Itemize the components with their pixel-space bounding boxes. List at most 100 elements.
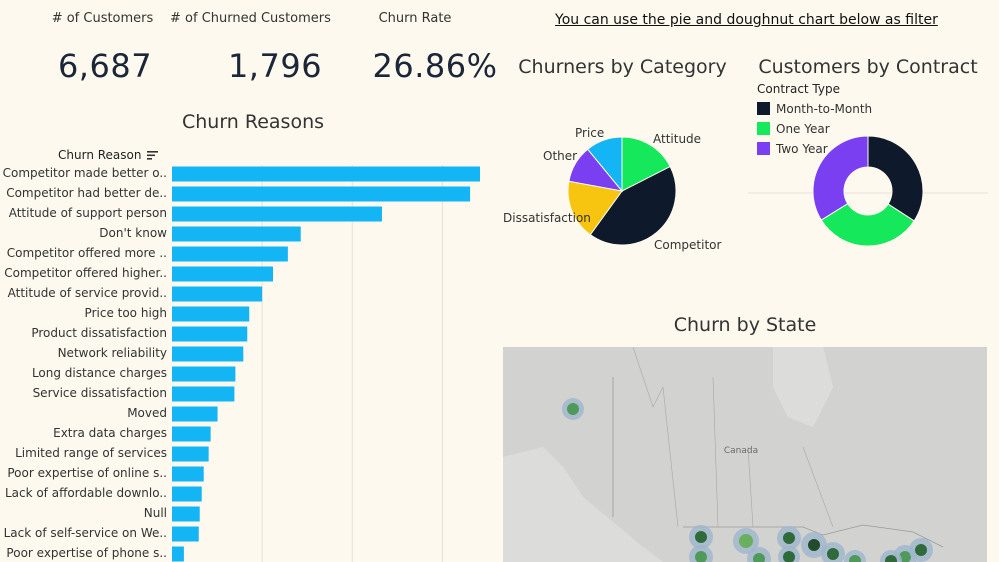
churn-reasons-bar-chart xyxy=(172,165,480,562)
legend-swatch xyxy=(757,102,770,115)
churn-reason-label[interactable]: Competitor made better o.. xyxy=(2,166,167,180)
churn-reason-label[interactable]: Don't know xyxy=(99,226,167,240)
churn-reason-bar[interactable] xyxy=(172,246,288,262)
map-markers xyxy=(562,398,933,562)
state-marker[interactable] xyxy=(733,528,759,554)
state-marker[interactable] xyxy=(747,547,771,562)
churn-reason-label[interactable]: Attitude of support person xyxy=(8,206,167,220)
churn-reason-label[interactable]: Poor expertise of phone s.. xyxy=(6,546,167,560)
churn-reason-bar[interactable] xyxy=(172,286,263,302)
contract-legend-title: Contract Type xyxy=(757,82,840,96)
state-marker[interactable] xyxy=(777,526,801,550)
churn-reason-bar[interactable] xyxy=(172,266,274,282)
churn-reason-bar[interactable] xyxy=(172,446,209,462)
kpi-customers-label: # of Customers xyxy=(51,11,154,26)
map-province-borders xyxy=(632,347,834,528)
category-pie-slice[interactable] xyxy=(589,165,677,246)
churn-reason-bar[interactable] xyxy=(172,306,250,322)
filter-instruction-link[interactable]: You can use the pie and doughnut chart b… xyxy=(555,12,938,28)
kpi-customers-value: 6,687 xyxy=(57,47,153,85)
state-marker[interactable] xyxy=(801,532,827,558)
contract-legend-item[interactable]: Two Year xyxy=(757,139,872,159)
contract-doughnut-slice[interactable] xyxy=(820,202,915,247)
state-marker[interactable] xyxy=(562,398,584,420)
state-marker[interactable] xyxy=(689,545,713,562)
churn-reason-label[interactable]: Long distance charges xyxy=(31,366,167,380)
churn-reasons-title: Churn Reasons xyxy=(181,111,325,133)
churn-reason-bar[interactable] xyxy=(172,486,202,502)
map-land xyxy=(503,347,987,562)
legend-label: Two Year xyxy=(776,142,828,156)
contract-doughnut-slice[interactable] xyxy=(867,135,924,222)
kpi-churn-rate-label: Churn Rate xyxy=(378,11,452,26)
churn-reason-bar[interactable] xyxy=(172,326,248,342)
state-marker[interactable] xyxy=(844,550,866,562)
contract-legend: Contract Type Month-to-Month One Year Two … xyxy=(757,79,872,159)
churn-reason-bar[interactable] xyxy=(172,426,211,442)
churn-reason-label[interactable]: Network reliability xyxy=(57,346,167,360)
churn-reason-bar[interactable] xyxy=(172,206,382,222)
category-pie-label: Other xyxy=(543,149,577,163)
churn-reason-label[interactable]: Extra data charges xyxy=(53,426,167,440)
churners-by-category-pie[interactable]: Competitor Dissatisfaction Other Price Attit… xyxy=(495,115,735,265)
churn-reason-bar[interactable] xyxy=(172,526,199,542)
churn-reason-bar[interactable] xyxy=(172,406,218,422)
category-pie-label: Dissatisfaction xyxy=(503,211,591,225)
map-hudson-bay xyxy=(773,347,833,427)
category-pie-slice[interactable] xyxy=(567,180,623,236)
churners-by-category-title: Churners by Category xyxy=(518,56,727,78)
churn-reason-label[interactable]: Null xyxy=(143,506,167,520)
kpi-churn-rate-value: 26.86% xyxy=(372,47,498,85)
kpi-churned-label: # of Churned Customers xyxy=(170,11,331,26)
churn-reason-bar[interactable] xyxy=(172,166,480,182)
kpi-churned-value: 1,796 xyxy=(227,47,323,85)
state-marker[interactable] xyxy=(821,542,845,562)
churn-by-state-title: Churn by State xyxy=(673,314,817,336)
churn-reason-bar[interactable] xyxy=(172,506,200,522)
churn-reason-header-label: Churn Reason xyxy=(58,148,142,162)
churn-reason-bar[interactable] xyxy=(172,226,301,242)
map-ocean-pacific xyxy=(503,447,663,562)
churn-reason-label[interactable]: Poor expertise of online s.. xyxy=(7,466,167,480)
churn-reason-bar[interactable] xyxy=(172,186,471,202)
churn-reason-bar[interactable] xyxy=(172,466,204,482)
contract-legend-item[interactable]: Month-to-Month xyxy=(757,99,872,119)
churn-reason-label[interactable]: Lack of affordable downlo.. xyxy=(4,486,167,500)
churn-reason-bar[interactable] xyxy=(172,546,184,562)
churn-reason-label[interactable]: Competitor had better de.. xyxy=(6,186,167,200)
churn-reason-label[interactable]: Attitude of service provid.. xyxy=(7,286,167,300)
map-canada-label: Canada xyxy=(724,446,758,456)
state-marker[interactable] xyxy=(880,550,902,562)
churn-reason-label[interactable]: Price too high xyxy=(84,306,167,320)
category-pie-label: Competitor xyxy=(654,238,721,252)
churn-reason-label[interactable]: Product dissatisfaction xyxy=(31,326,167,340)
legend-label: Month-to-Month xyxy=(776,102,873,116)
state-marker[interactable] xyxy=(778,546,800,562)
churn-reason-bar[interactable] xyxy=(172,366,236,382)
churn-reason-label[interactable]: Moved xyxy=(127,406,167,420)
category-pie-slice[interactable] xyxy=(587,136,623,193)
churn-reason-label[interactable]: Service dissatisfaction xyxy=(32,386,167,400)
category-pie-slice[interactable] xyxy=(621,136,671,192)
state-marker[interactable] xyxy=(689,525,713,549)
category-pie-label: Price xyxy=(575,126,604,140)
legend-swatch xyxy=(757,122,770,135)
churn-by-state-map[interactable]: Canada xyxy=(503,347,987,562)
churn-reason-label[interactable]: Competitor offered more .. xyxy=(6,246,167,260)
state-marker[interactable] xyxy=(909,538,933,562)
sort-icon[interactable] xyxy=(147,150,159,160)
churn-reason-bar[interactable] xyxy=(172,346,244,362)
legend-label: One Year xyxy=(776,122,830,136)
legend-swatch xyxy=(757,142,770,155)
contract-legend-item[interactable]: One Year xyxy=(757,119,872,139)
contract-doughnut-slice[interactable] xyxy=(812,135,869,221)
churn-reason-label[interactable]: Lack of self-service on We.. xyxy=(3,526,167,540)
map-canada-us-border xyxy=(683,524,944,548)
churn-reason-label[interactable]: Competitor offered higher.. xyxy=(4,266,167,280)
customers-by-contract-doughnut[interactable] xyxy=(748,125,988,260)
customers-by-contract-title: Customers by Contract xyxy=(758,56,978,78)
churn-reason-bar[interactable] xyxy=(172,386,235,402)
category-pie-label: Attitude xyxy=(653,132,701,146)
churn-reason-label[interactable]: Limited range of services xyxy=(15,446,167,460)
churn-reason-header[interactable]: Churn Reason xyxy=(58,148,159,162)
